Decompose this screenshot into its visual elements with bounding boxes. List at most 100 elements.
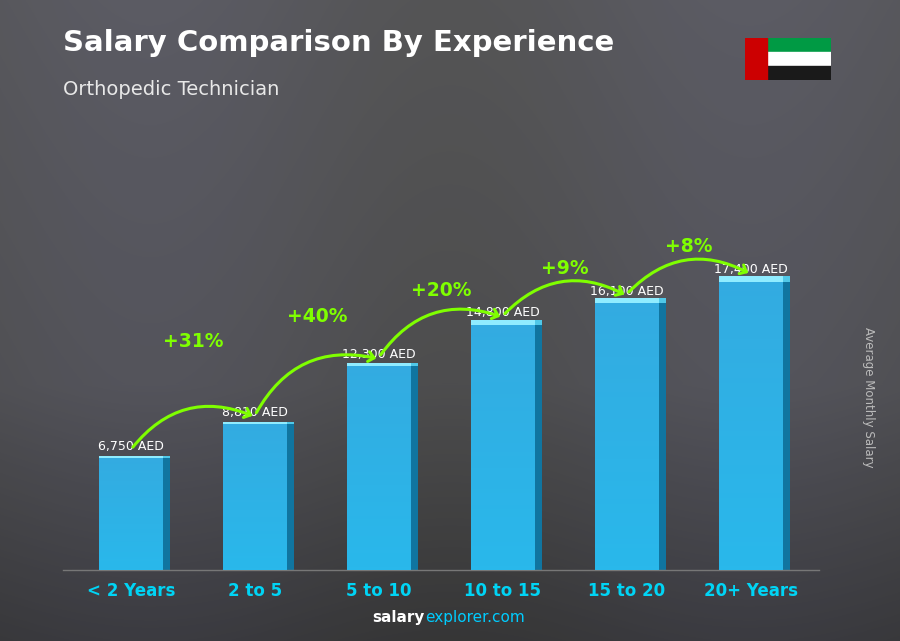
Bar [99,488,164,490]
Bar [595,392,659,397]
Bar [595,361,659,365]
Bar [471,349,536,353]
Bar [287,422,293,424]
Bar [99,485,164,487]
Bar [471,542,536,546]
Bar [99,540,164,542]
Bar [346,444,411,448]
Bar [346,499,411,503]
Text: 17,400 AED: 17,400 AED [714,263,788,276]
Bar [718,368,783,373]
Bar [346,472,411,475]
Bar [718,503,783,508]
Bar [346,482,411,485]
Bar [223,524,287,527]
Bar [718,474,783,479]
Bar [346,516,411,519]
Bar [471,546,536,550]
Bar [471,365,536,370]
Bar [223,453,287,456]
Bar [471,431,536,435]
Bar [718,373,783,378]
Bar [718,561,783,565]
Bar [595,415,659,419]
Bar [99,528,164,529]
Bar [471,533,536,538]
Bar [595,562,659,566]
Bar [471,505,536,509]
Bar [718,494,783,498]
Bar [346,414,411,417]
Bar [718,465,783,469]
Bar [346,424,411,428]
Bar [346,404,411,407]
Bar [346,410,411,414]
Bar [223,531,287,534]
Bar [99,565,164,567]
Bar [223,510,287,512]
Bar [718,358,783,363]
Bar [223,553,287,556]
Bar [595,397,659,401]
Bar [471,341,536,345]
Bar [99,556,164,558]
Bar [223,439,287,441]
Bar [471,337,536,341]
Bar [99,558,164,560]
Bar [536,325,542,570]
Bar [346,485,411,489]
Bar [718,335,783,339]
Bar [718,349,783,354]
Bar [346,560,411,563]
Bar [346,390,411,394]
Bar [718,417,783,421]
Bar [471,362,536,365]
Bar [346,462,411,465]
Bar [718,488,783,494]
Bar [223,563,287,565]
Bar [595,459,659,463]
Bar [471,550,536,554]
Bar [718,517,783,522]
Bar [346,529,411,533]
Bar [595,424,659,428]
Bar [595,513,659,517]
Bar [99,458,164,460]
Bar [595,356,659,361]
Bar [223,463,287,465]
Bar [595,406,659,410]
Bar [718,329,783,335]
Bar [99,513,164,515]
Bar [471,419,536,423]
Bar [346,495,411,499]
Bar [718,479,783,484]
Bar [595,499,659,504]
Bar [471,485,536,488]
Bar [99,524,164,526]
Bar [471,444,536,447]
Bar [223,434,287,437]
Bar [223,451,287,453]
Bar [718,296,783,301]
Bar [595,428,659,432]
Bar [223,424,287,427]
Bar [346,475,411,479]
Bar [99,548,164,550]
Bar [346,435,411,438]
Bar [223,465,287,468]
Bar [471,374,536,378]
Bar [471,488,536,493]
Bar [471,320,536,325]
Bar [346,567,411,570]
Bar [223,507,287,510]
Bar [471,333,536,337]
Bar [718,508,783,513]
Text: +20%: +20% [410,281,472,300]
Bar [346,363,411,366]
Bar [471,476,536,480]
Bar [471,529,536,533]
Bar [223,539,287,541]
Bar [595,490,659,495]
Bar [99,466,164,468]
Bar [346,407,411,410]
